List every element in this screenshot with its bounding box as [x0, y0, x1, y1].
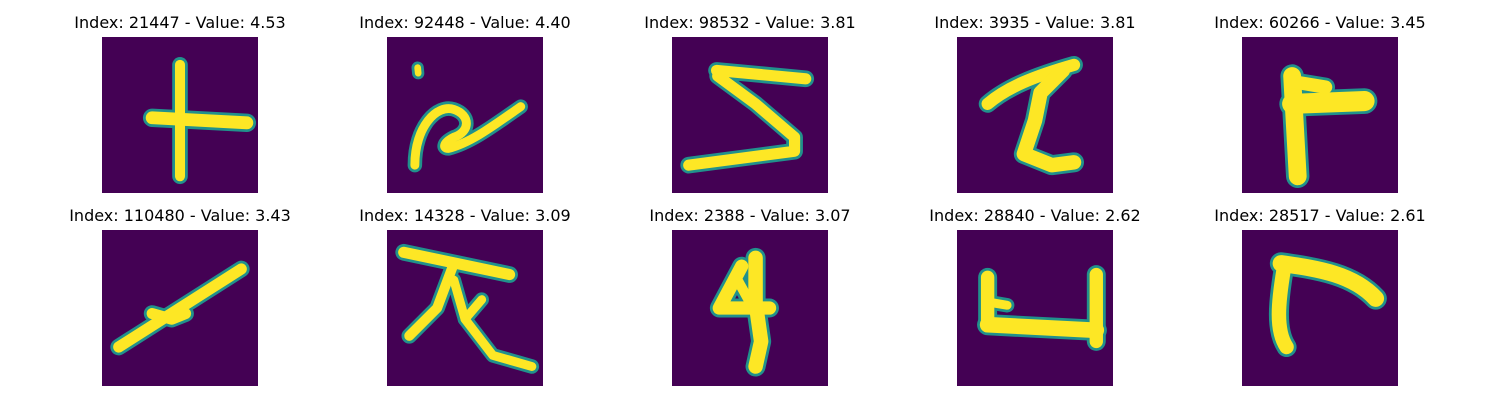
- sample-cell: Index: 2388 - Value: 3.07: [620, 193, 880, 386]
- sample-title: Index: 28517 - Value: 2.61: [1214, 206, 1426, 225]
- glyph-stroke: [1272, 255, 1385, 307]
- glyph-stroke: [748, 250, 769, 374]
- corner-glyph: [1268, 252, 1387, 358]
- sample-title: Index: 21447 - Value: 4.53: [74, 13, 286, 32]
- sample-image: [672, 230, 828, 386]
- zigzag-glyph: [680, 62, 815, 174]
- sample-image: [387, 37, 543, 193]
- glyph-stroke: [1285, 74, 1333, 94]
- glyph-stroke: [414, 64, 422, 77]
- cursive-stroke-glyph: [407, 61, 528, 173]
- sample-title: Index: 110480 - Value: 3.43: [69, 206, 291, 225]
- glyph-stroke: [410, 102, 526, 170]
- glyph-stroke: [731, 272, 756, 308]
- sample-cell: Index: 110480 - Value: 3.43: [50, 193, 310, 386]
- glyph-stroke: [1016, 63, 1082, 173]
- z-shape-glyph: [978, 55, 1085, 176]
- glyph-stroke: [460, 295, 487, 324]
- plus-cross-glyph: [142, 57, 257, 185]
- sample-title: Index: 98532 - Value: 3.81: [644, 13, 856, 32]
- sample-title: Index: 14328 - Value: 3.09: [359, 206, 571, 225]
- sample-cell: Index: 98532 - Value: 3.81: [620, 0, 880, 193]
- sample-cell: Index: 92448 - Value: 4.40: [335, 0, 595, 193]
- t-blob-glyph: [1279, 64, 1378, 188]
- sample-image: [387, 230, 543, 386]
- sample-image: [957, 37, 1113, 193]
- glyph-stroke: [1271, 261, 1294, 355]
- glyph-stroke: [404, 258, 459, 341]
- sample-cell: Index: 3935 - Value: 3.81: [905, 0, 1165, 193]
- sample-cell: Index: 21447 - Value: 4.53: [50, 0, 310, 193]
- sample-cell: Index: 14328 - Value: 3.09: [335, 193, 595, 386]
- glyph-stroke: [985, 297, 1012, 310]
- glyph-stroke: [145, 111, 254, 130]
- sample-cell: Index: 60266 - Value: 3.45: [1190, 0, 1450, 193]
- glyph-stroke: [979, 316, 1105, 339]
- glyph-stroke: [683, 64, 812, 171]
- glyph-stroke: [113, 263, 247, 353]
- sample-image: [957, 230, 1113, 386]
- glyph-stroke: [146, 308, 192, 325]
- sample-cell: Index: 28517 - Value: 2.61: [1190, 193, 1450, 386]
- bracket-glyph: [977, 265, 1107, 351]
- sample-title: Index: 60266 - Value: 3.45: [1214, 13, 1426, 32]
- sample-title: Index: 3935 - Value: 3.81: [934, 13, 1136, 32]
- sample-image: [102, 230, 258, 386]
- glyph-stroke: [1282, 91, 1375, 114]
- glyph-stroke: [1283, 67, 1307, 186]
- sample-image: [1242, 230, 1398, 386]
- diagonal-cross-glyph: [110, 260, 250, 356]
- sample-cell: Index: 28840 - Value: 2.62: [905, 193, 1165, 386]
- fork-glyph: [395, 243, 540, 374]
- glyph-stroke: [449, 275, 537, 371]
- sample-title: Index: 2388 - Value: 3.07: [649, 206, 851, 225]
- sample-image: [102, 37, 258, 193]
- sample-title: Index: 28840 - Value: 2.62: [929, 206, 1141, 225]
- sample-title: Index: 92448 - Value: 4.40: [359, 13, 571, 32]
- sample-image: [672, 37, 828, 193]
- sample-image: [1242, 37, 1398, 193]
- digit-four-glyph: [709, 247, 779, 377]
